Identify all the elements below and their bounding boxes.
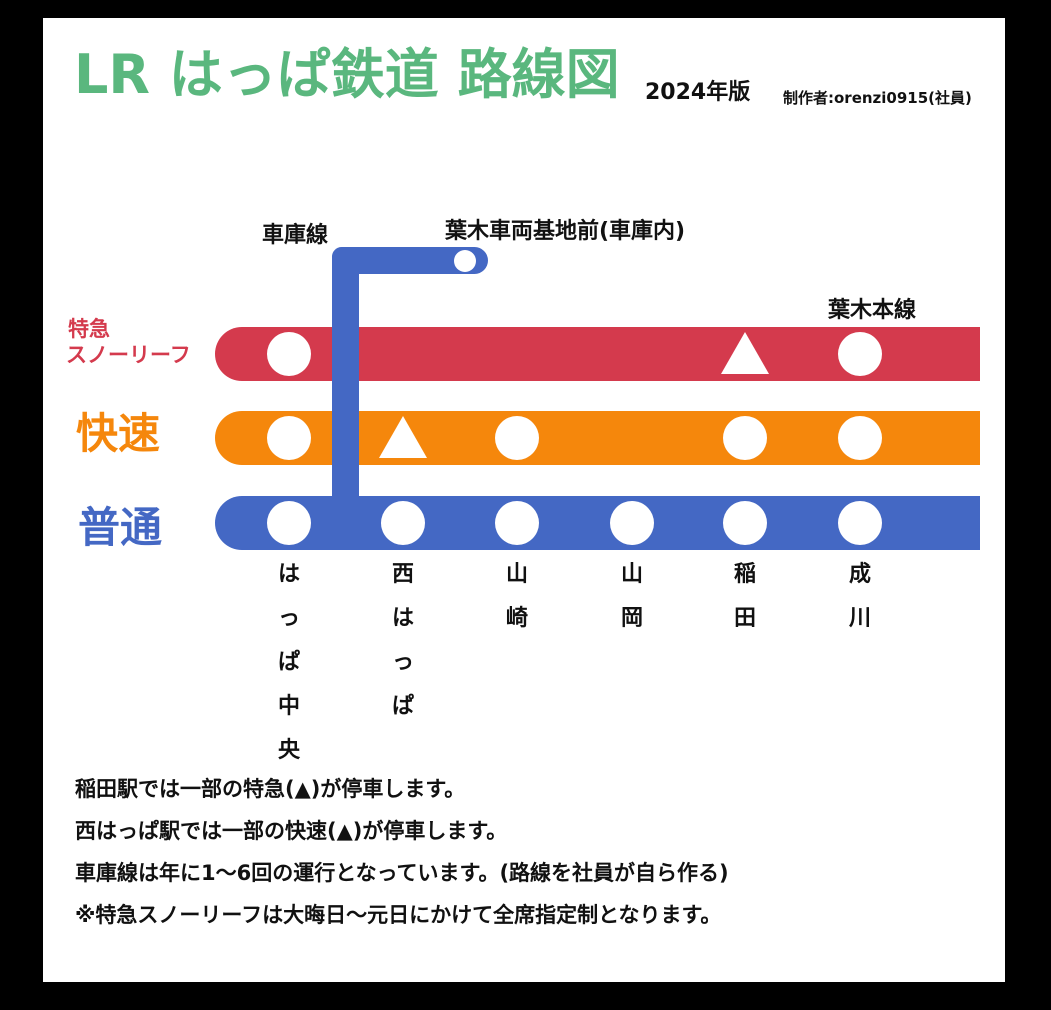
map-title: LR はっぱ鉄道 路線図	[74, 43, 620, 106]
rapid-stop-1-circle-icon	[267, 416, 311, 460]
depot-station-circle-icon	[454, 250, 476, 272]
rapid-label: 快速	[76, 409, 161, 458]
local-stop-4-circle-icon	[610, 501, 654, 545]
rapid-stop-5-circle-icon	[723, 416, 767, 460]
edition-label: 2024年版	[645, 80, 751, 105]
limited-express-label-top: 特急	[68, 317, 110, 341]
rapid-stop-3-circle-icon	[495, 416, 539, 460]
local-stop-1-circle-icon	[267, 501, 311, 545]
local-stop-2-circle-icon	[381, 501, 425, 545]
rapid-stop-6-circle-icon	[838, 416, 882, 460]
limited-express-stop-6-circle-icon	[838, 332, 882, 376]
local-stop-3-circle-icon	[495, 501, 539, 545]
limited-express-label-bottom: スノーリーフ	[66, 343, 191, 367]
station-name-yamaoka: 山岡	[620, 562, 643, 631]
local-label: 普通	[78, 503, 163, 552]
station-name-nishi-happa: 西はっぱ	[391, 562, 414, 719]
depot-line-vertical	[332, 258, 359, 510]
main-line-label: 葉木本線	[828, 298, 917, 323]
note-inada-limited-express: 稲田駅では一部の特急(▲)が停車します。	[75, 777, 466, 801]
note-depot-line: 車庫線は年に1〜6回の運行となっています。(路線を社員が自ら作る)	[75, 861, 729, 885]
note-nishi-happa-rapid: 西はっぱ駅では一部の快速(▲)が停車します。	[75, 819, 508, 843]
note-snowleaf-reserved: ※特急スノーリーフは大晦日〜元日にかけて全席指定制となります。	[75, 903, 722, 927]
local-stop-6-circle-icon	[838, 501, 882, 545]
station-name-hakkpa-chuo: はっぱ中央	[277, 562, 300, 763]
local-stop-5-circle-icon	[723, 501, 767, 545]
depot-line-label: 車庫線	[262, 223, 329, 248]
author-credit: 制作者:orenzi0915(社員)	[783, 89, 972, 107]
depot-station-label: 葉木車両基地前(車庫内)	[445, 219, 686, 244]
notes-section: 稲田駅では一部の特急(▲)が停車します。 西はっぱ駅では一部の快速(▲)が停車し…	[75, 768, 729, 936]
station-name-yamasaki: 山崎	[505, 562, 528, 631]
station-name-inada: 稲田	[733, 562, 756, 631]
station-name-narukawa: 成川	[848, 562, 871, 631]
limited-express-stop-1-circle-icon	[267, 332, 311, 376]
